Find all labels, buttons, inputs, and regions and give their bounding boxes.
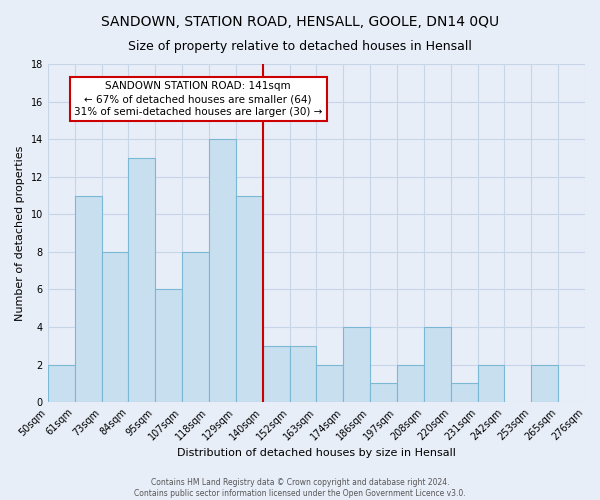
Bar xyxy=(128,158,155,402)
Text: SANDOWN, STATION ROAD, HENSALL, GOOLE, DN14 0QU: SANDOWN, STATION ROAD, HENSALL, GOOLE, D… xyxy=(101,15,499,29)
Bar xyxy=(316,364,343,402)
Bar xyxy=(101,252,128,402)
Bar xyxy=(263,346,290,402)
Bar xyxy=(209,139,236,402)
Bar xyxy=(424,327,451,402)
Bar xyxy=(182,252,209,402)
Bar xyxy=(478,364,505,402)
Text: Size of property relative to detached houses in Hensall: Size of property relative to detached ho… xyxy=(128,40,472,53)
Text: Contains HM Land Registry data © Crown copyright and database right 2024.
Contai: Contains HM Land Registry data © Crown c… xyxy=(134,478,466,498)
Bar xyxy=(290,346,316,402)
Bar xyxy=(236,196,263,402)
Bar xyxy=(48,364,74,402)
Y-axis label: Number of detached properties: Number of detached properties xyxy=(15,146,25,321)
Bar xyxy=(531,364,558,402)
X-axis label: Distribution of detached houses by size in Hensall: Distribution of detached houses by size … xyxy=(177,448,456,458)
Text: SANDOWN STATION ROAD: 141sqm
← 67% of detached houses are smaller (64)
31% of se: SANDOWN STATION ROAD: 141sqm ← 67% of de… xyxy=(74,81,322,118)
Bar xyxy=(343,327,370,402)
Bar xyxy=(74,196,101,402)
Bar xyxy=(397,364,424,402)
Bar xyxy=(451,384,478,402)
Bar xyxy=(155,290,182,402)
Bar xyxy=(370,384,397,402)
